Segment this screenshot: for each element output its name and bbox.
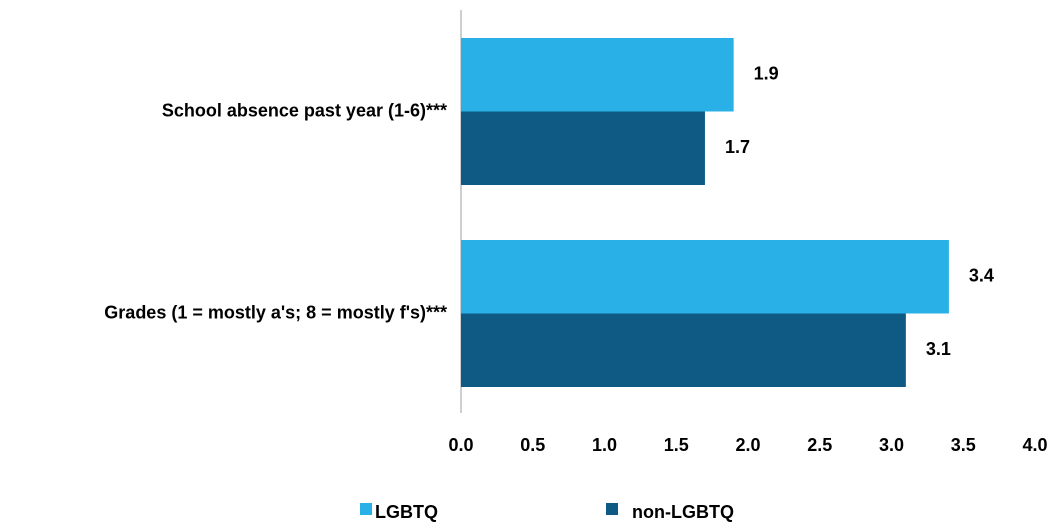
category-label: Grades (1 = mostly a's; 8 = mostly f's)*… <box>104 302 447 322</box>
value-label: 1.9 <box>754 64 779 84</box>
x-tick-label: 3.0 <box>879 435 904 455</box>
category-label: School absence past year (1-6)*** <box>162 100 447 120</box>
legend-label: non-LGBTQ <box>632 502 734 522</box>
value-label: 1.7 <box>725 137 750 157</box>
x-tick-label: 4.0 <box>1022 435 1047 455</box>
bar <box>461 38 734 112</box>
legend-label: LGBTQ <box>375 502 438 522</box>
x-tick-label: 0.5 <box>520 435 545 455</box>
legend-swatch <box>360 503 372 515</box>
value-label: 3.1 <box>926 339 951 359</box>
x-tick-label: 1.0 <box>592 435 617 455</box>
x-tick-label: 0.0 <box>448 435 473 455</box>
value-label: 3.4 <box>969 266 994 286</box>
x-tick-label: 2.0 <box>735 435 760 455</box>
x-tick-label: 1.5 <box>664 435 689 455</box>
x-tick-label: 2.5 <box>807 435 832 455</box>
legend-swatch <box>606 503 618 515</box>
bar <box>461 240 949 314</box>
x-tick-label: 3.5 <box>951 435 976 455</box>
bar <box>461 111 705 185</box>
bar <box>461 313 906 387</box>
